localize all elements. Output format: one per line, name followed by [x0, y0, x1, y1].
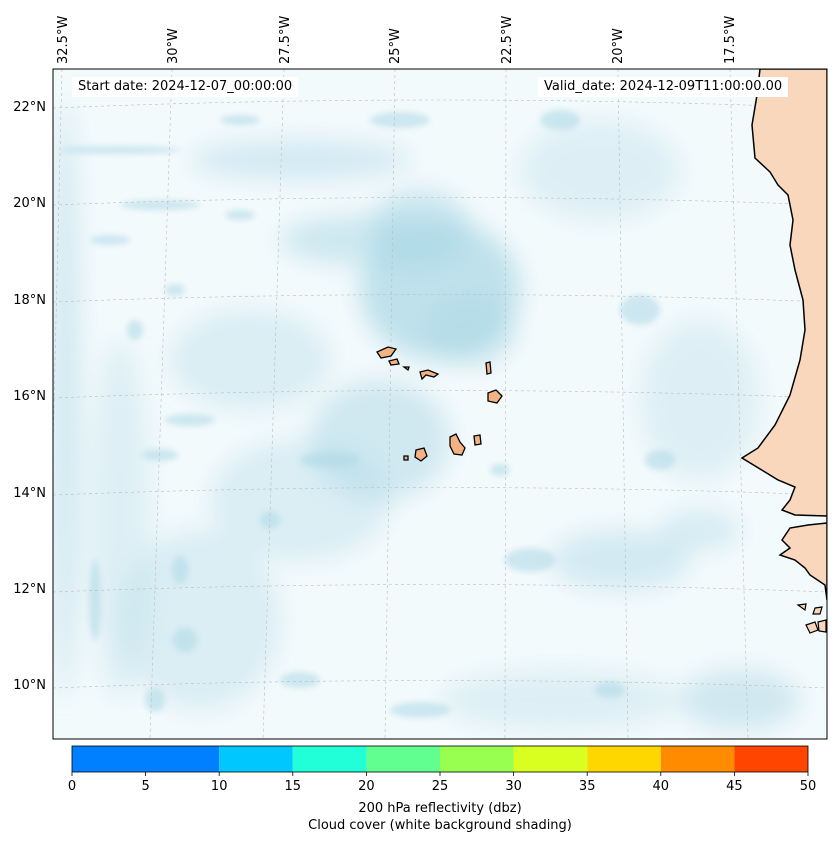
- colorbar-block: [660, 746, 735, 772]
- colorbar-block: [513, 746, 588, 772]
- colorbar-tick-label: 25: [432, 779, 449, 794]
- colorbar-tick-label: 40: [653, 779, 670, 794]
- colorbar-tick-label: 45: [726, 779, 743, 794]
- colorbar-tick-label: 35: [579, 779, 596, 794]
- colorbar-block: [734, 746, 808, 772]
- lat-label-16n: 16°N: [13, 389, 46, 404]
- lon-label-30w: 30°W: [166, 28, 181, 64]
- colorbar-block: [219, 746, 293, 772]
- colorbar-tick-label: 30: [505, 779, 522, 794]
- lat-label-10n: 10°N: [13, 678, 46, 693]
- colorbar-block: [440, 746, 514, 772]
- island-santa-luzia: [402, 366, 410, 372]
- cape-verde-islands: [376, 346, 503, 462]
- colorbar-title: 200 hPa reflectivity (dbz): [358, 801, 522, 816]
- lon-label-27-5w: 27.5°W: [278, 16, 293, 64]
- lat-label-12n: 12°N: [13, 582, 46, 597]
- island-santiago: [449, 433, 466, 456]
- start-date-label: Start date: 2024-12-07_00:00:00: [72, 77, 299, 97]
- island-sao-vicente: [388, 358, 400, 366]
- colorbar-block: [366, 746, 440, 772]
- graticule: [53, 69, 827, 739]
- colorbar-tick-label: 5: [141, 779, 149, 794]
- colorbar-tick-label: 20: [358, 779, 375, 794]
- island-boa-vista: [487, 389, 503, 404]
- valid-date-label: Valid_date: 2024-12-09T11:00:00.00: [538, 77, 789, 97]
- colorbar-tick-label: 0: [68, 779, 76, 794]
- colorbar: 0 5 10 15 20 25 30 35 40 45 50: [68, 745, 816, 794]
- island-santo-antao: [376, 346, 398, 359]
- colorbar-tick-label: 15: [285, 779, 302, 794]
- colorbar-ticks: 0 5 10 15 20 25 30 35 40 45 50: [68, 772, 816, 794]
- island-brava: [403, 455, 409, 461]
- lon-label-20w: 20°W: [611, 28, 626, 64]
- lat-label-22n: 22°N: [13, 100, 46, 115]
- map-frame: [52, 68, 828, 740]
- lat-label-20n: 20°N: [13, 196, 46, 211]
- africa-coast: [740, 69, 827, 634]
- island-sal: [485, 361, 492, 375]
- longitude-labels: 32.5°W 30°W 27.5°W 25°W 22.5°W 20°W 17.5…: [56, 16, 738, 64]
- lat-label-14n: 14°N: [13, 486, 46, 501]
- island-maio: [473, 434, 482, 446]
- colorbar-tick-label: 10: [211, 779, 228, 794]
- lon-label-32-5w: 32.5°W: [56, 16, 71, 64]
- colorbar-subtitle: Cloud cover (white background shading): [308, 818, 572, 833]
- island-sao-nicolau: [419, 369, 440, 381]
- colorbar-blocks: [72, 746, 808, 772]
- latitude-labels: 22°N 20°N 18°N 16°N 14°N 12°N 10°N: [13, 100, 46, 693]
- colorbar-block: [292, 746, 367, 772]
- lon-label-17-5w: 17.5°W: [723, 16, 738, 64]
- lon-label-22-5w: 22.5°W: [500, 16, 515, 64]
- island-fogo: [414, 447, 428, 462]
- cloud-cover-layer: [53, 69, 827, 739]
- colorbar-block: [587, 746, 661, 772]
- lat-label-18n: 18°N: [13, 293, 46, 308]
- colorbar-tick-label: 50: [800, 779, 817, 794]
- colorbar-block: [72, 746, 220, 772]
- lon-label-25w: 25°W: [388, 28, 403, 64]
